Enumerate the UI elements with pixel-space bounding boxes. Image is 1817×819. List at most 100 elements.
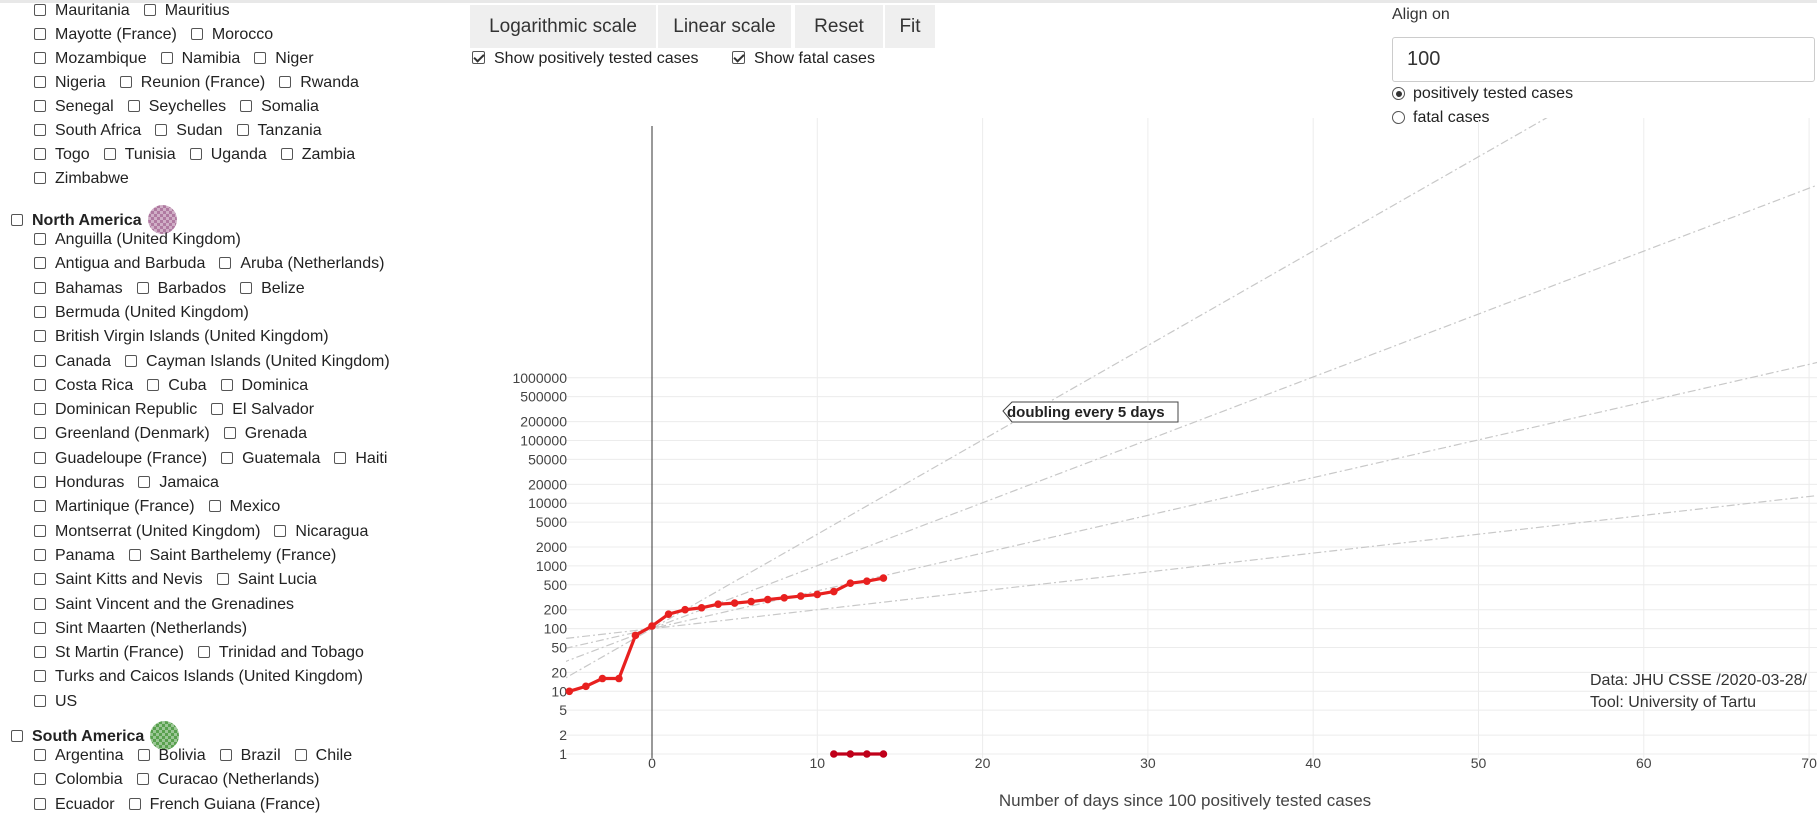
country-checkbox-item[interactable]: Jamaica xyxy=(138,472,219,494)
checkbox-icon[interactable] xyxy=(34,427,46,440)
checkbox-icon[interactable] xyxy=(219,257,232,270)
checkbox-icon[interactable] xyxy=(160,52,173,64)
region-row-north-america[interactable]: North America xyxy=(11,205,177,234)
checkbox-icon[interactable] xyxy=(34,646,46,659)
country-checkbox-item[interactable]: Bermuda (United Kingdom) xyxy=(34,302,249,324)
country-checkbox-item[interactable]: Dominica xyxy=(220,375,308,397)
country-checkbox-item[interactable]: Nicaragua xyxy=(274,521,368,543)
country-checkbox-item[interactable]: Uganda xyxy=(189,144,267,166)
checkbox-icon[interactable] xyxy=(138,476,151,488)
country-checkbox-item[interactable]: Saint Vincent and the Grenadines xyxy=(34,594,294,616)
checkbox-icon[interactable] xyxy=(34,28,46,40)
checkbox-icon[interactable] xyxy=(197,646,210,659)
checkbox-icon[interactable] xyxy=(254,52,267,64)
checkbox-icon[interactable] xyxy=(147,378,160,391)
checkbox-icon[interactable] xyxy=(280,148,293,160)
radio-selected-icon[interactable] xyxy=(1392,87,1405,100)
checkbox-icon[interactable] xyxy=(240,100,253,112)
country-checkbox-item[interactable]: Togo xyxy=(34,144,90,166)
reset-button[interactable]: Reset xyxy=(795,5,883,48)
country-checkbox-item[interactable]: Antigua and Barbuda xyxy=(34,253,205,275)
region-row-south-america[interactable]: South America xyxy=(11,721,180,750)
checkbox-icon[interactable] xyxy=(136,281,149,294)
country-checkbox-item[interactable]: Colombia xyxy=(34,769,123,791)
checkbox-icon[interactable] xyxy=(294,749,307,761)
country-checkbox-item[interactable]: Sint Maarten (Netherlands) xyxy=(34,618,247,640)
country-checkbox-item[interactable]: Belize xyxy=(240,278,305,300)
log-scale-button[interactable]: Logarithmic scale xyxy=(470,5,656,48)
checkbox-icon[interactable] xyxy=(128,797,141,810)
checkbox-icon[interactable] xyxy=(143,4,156,16)
checkbox-icon[interactable] xyxy=(136,773,149,786)
checkbox-icon[interactable] xyxy=(34,52,46,64)
checkbox-icon[interactable] xyxy=(34,694,46,707)
checkbox-icon[interactable] xyxy=(128,548,141,561)
checkbox-checked-icon[interactable] xyxy=(472,51,485,64)
country-checkbox-item[interactable]: Tunisia xyxy=(103,144,176,166)
country-checkbox-item[interactable]: Panama xyxy=(34,545,115,567)
country-checkbox-item[interactable]: Argentina xyxy=(34,745,124,767)
country-checkbox-item[interactable]: Niger xyxy=(254,48,314,70)
checkbox-icon[interactable] xyxy=(34,172,46,184)
country-checkbox-item[interactable]: Chile xyxy=(294,745,352,767)
country-checkbox-item[interactable]: Bahamas xyxy=(34,278,123,300)
checkbox-icon[interactable] xyxy=(119,76,132,88)
checkbox-icon[interactable] xyxy=(220,378,233,391)
country-checkbox-item[interactable]: Nigeria xyxy=(34,72,106,94)
checkbox-icon[interactable] xyxy=(34,524,46,537)
checkbox-icon[interactable] xyxy=(125,354,138,367)
checkbox-icon[interactable] xyxy=(34,330,46,343)
country-checkbox-item[interactable]: Aruba (Netherlands) xyxy=(219,253,384,275)
checkbox-icon[interactable] xyxy=(223,427,236,440)
checkbox-icon[interactable] xyxy=(34,548,46,561)
checkbox-icon[interactable] xyxy=(240,281,253,294)
country-checkbox-item[interactable]: Turks and Caicos Islands (United Kingdom… xyxy=(34,666,363,688)
checkbox-icon[interactable] xyxy=(190,28,203,40)
checkbox-icon[interactable] xyxy=(137,749,150,761)
checkbox-icon[interactable] xyxy=(34,305,46,318)
checkbox-icon[interactable] xyxy=(34,100,46,112)
country-checkbox-item[interactable]: Sudan xyxy=(155,120,223,142)
align-fatal-radio[interactable]: fatal cases xyxy=(1392,108,1489,128)
country-checkbox-item[interactable]: Mauritius xyxy=(143,0,230,22)
checkbox-icon[interactable] xyxy=(189,148,202,160)
country-checkbox-item[interactable]: Guadeloupe (France) xyxy=(34,448,207,470)
country-checkbox-item[interactable]: Mayotte (France) xyxy=(34,24,177,46)
country-checkbox-item[interactable]: Costa Rica xyxy=(34,375,133,397)
country-checkbox-item[interactable]: Greenland (Denmark) xyxy=(34,423,210,445)
country-checkbox-item[interactable]: Trinidad and Tobago xyxy=(197,642,364,664)
country-checkbox-item[interactable]: Martinique (France) xyxy=(34,496,195,518)
country-checkbox-item[interactable]: Ecuador xyxy=(34,794,115,816)
checkbox-icon[interactable] xyxy=(34,670,46,683)
checkbox-icon[interactable] xyxy=(34,354,46,367)
checkbox-icon[interactable] xyxy=(34,749,46,761)
country-checkbox-item[interactable]: Guatemala xyxy=(221,448,320,470)
country-checkbox-item[interactable]: St Martin (France) xyxy=(34,642,184,664)
show-positive-checkbox[interactable]: Show positively tested cases xyxy=(472,49,699,69)
checkbox-icon[interactable] xyxy=(34,500,46,513)
checkbox-icon[interactable] xyxy=(334,451,347,464)
checkbox-icon[interactable] xyxy=(279,76,292,88)
country-checkbox-item[interactable]: Anguilla (United Kingdom) xyxy=(34,229,241,251)
country-checkbox-item[interactable]: Saint Kitts and Nevis xyxy=(34,569,203,591)
country-checkbox-item[interactable]: US xyxy=(34,691,77,713)
country-checkbox-item[interactable]: South Africa xyxy=(34,120,141,142)
country-checkbox-item[interactable]: Senegal xyxy=(34,96,114,118)
checkbox-icon[interactable] xyxy=(221,451,234,464)
country-checkbox-item[interactable]: Mozambique xyxy=(34,48,147,70)
country-checkbox-item[interactable]: Haiti xyxy=(334,448,387,470)
country-checkbox-item[interactable]: Namibia xyxy=(160,48,240,70)
checkbox-icon[interactable] xyxy=(34,281,46,294)
checkbox-icon[interactable] xyxy=(216,573,229,586)
checkbox-icon[interactable] xyxy=(274,524,287,537)
checkbox-icon[interactable] xyxy=(34,257,46,270)
checkbox-icon[interactable] xyxy=(34,403,46,416)
country-checkbox-item[interactable]: Reunion (France) xyxy=(119,72,265,94)
country-checkbox-item[interactable]: Brazil xyxy=(219,745,281,767)
align-value-input[interactable] xyxy=(1392,37,1815,82)
country-checkbox-item[interactable]: Canada xyxy=(34,351,111,373)
checkbox-icon[interactable] xyxy=(34,4,46,16)
checkbox-icon[interactable] xyxy=(34,797,46,810)
country-checkbox-item[interactable]: Cuba xyxy=(147,375,207,397)
